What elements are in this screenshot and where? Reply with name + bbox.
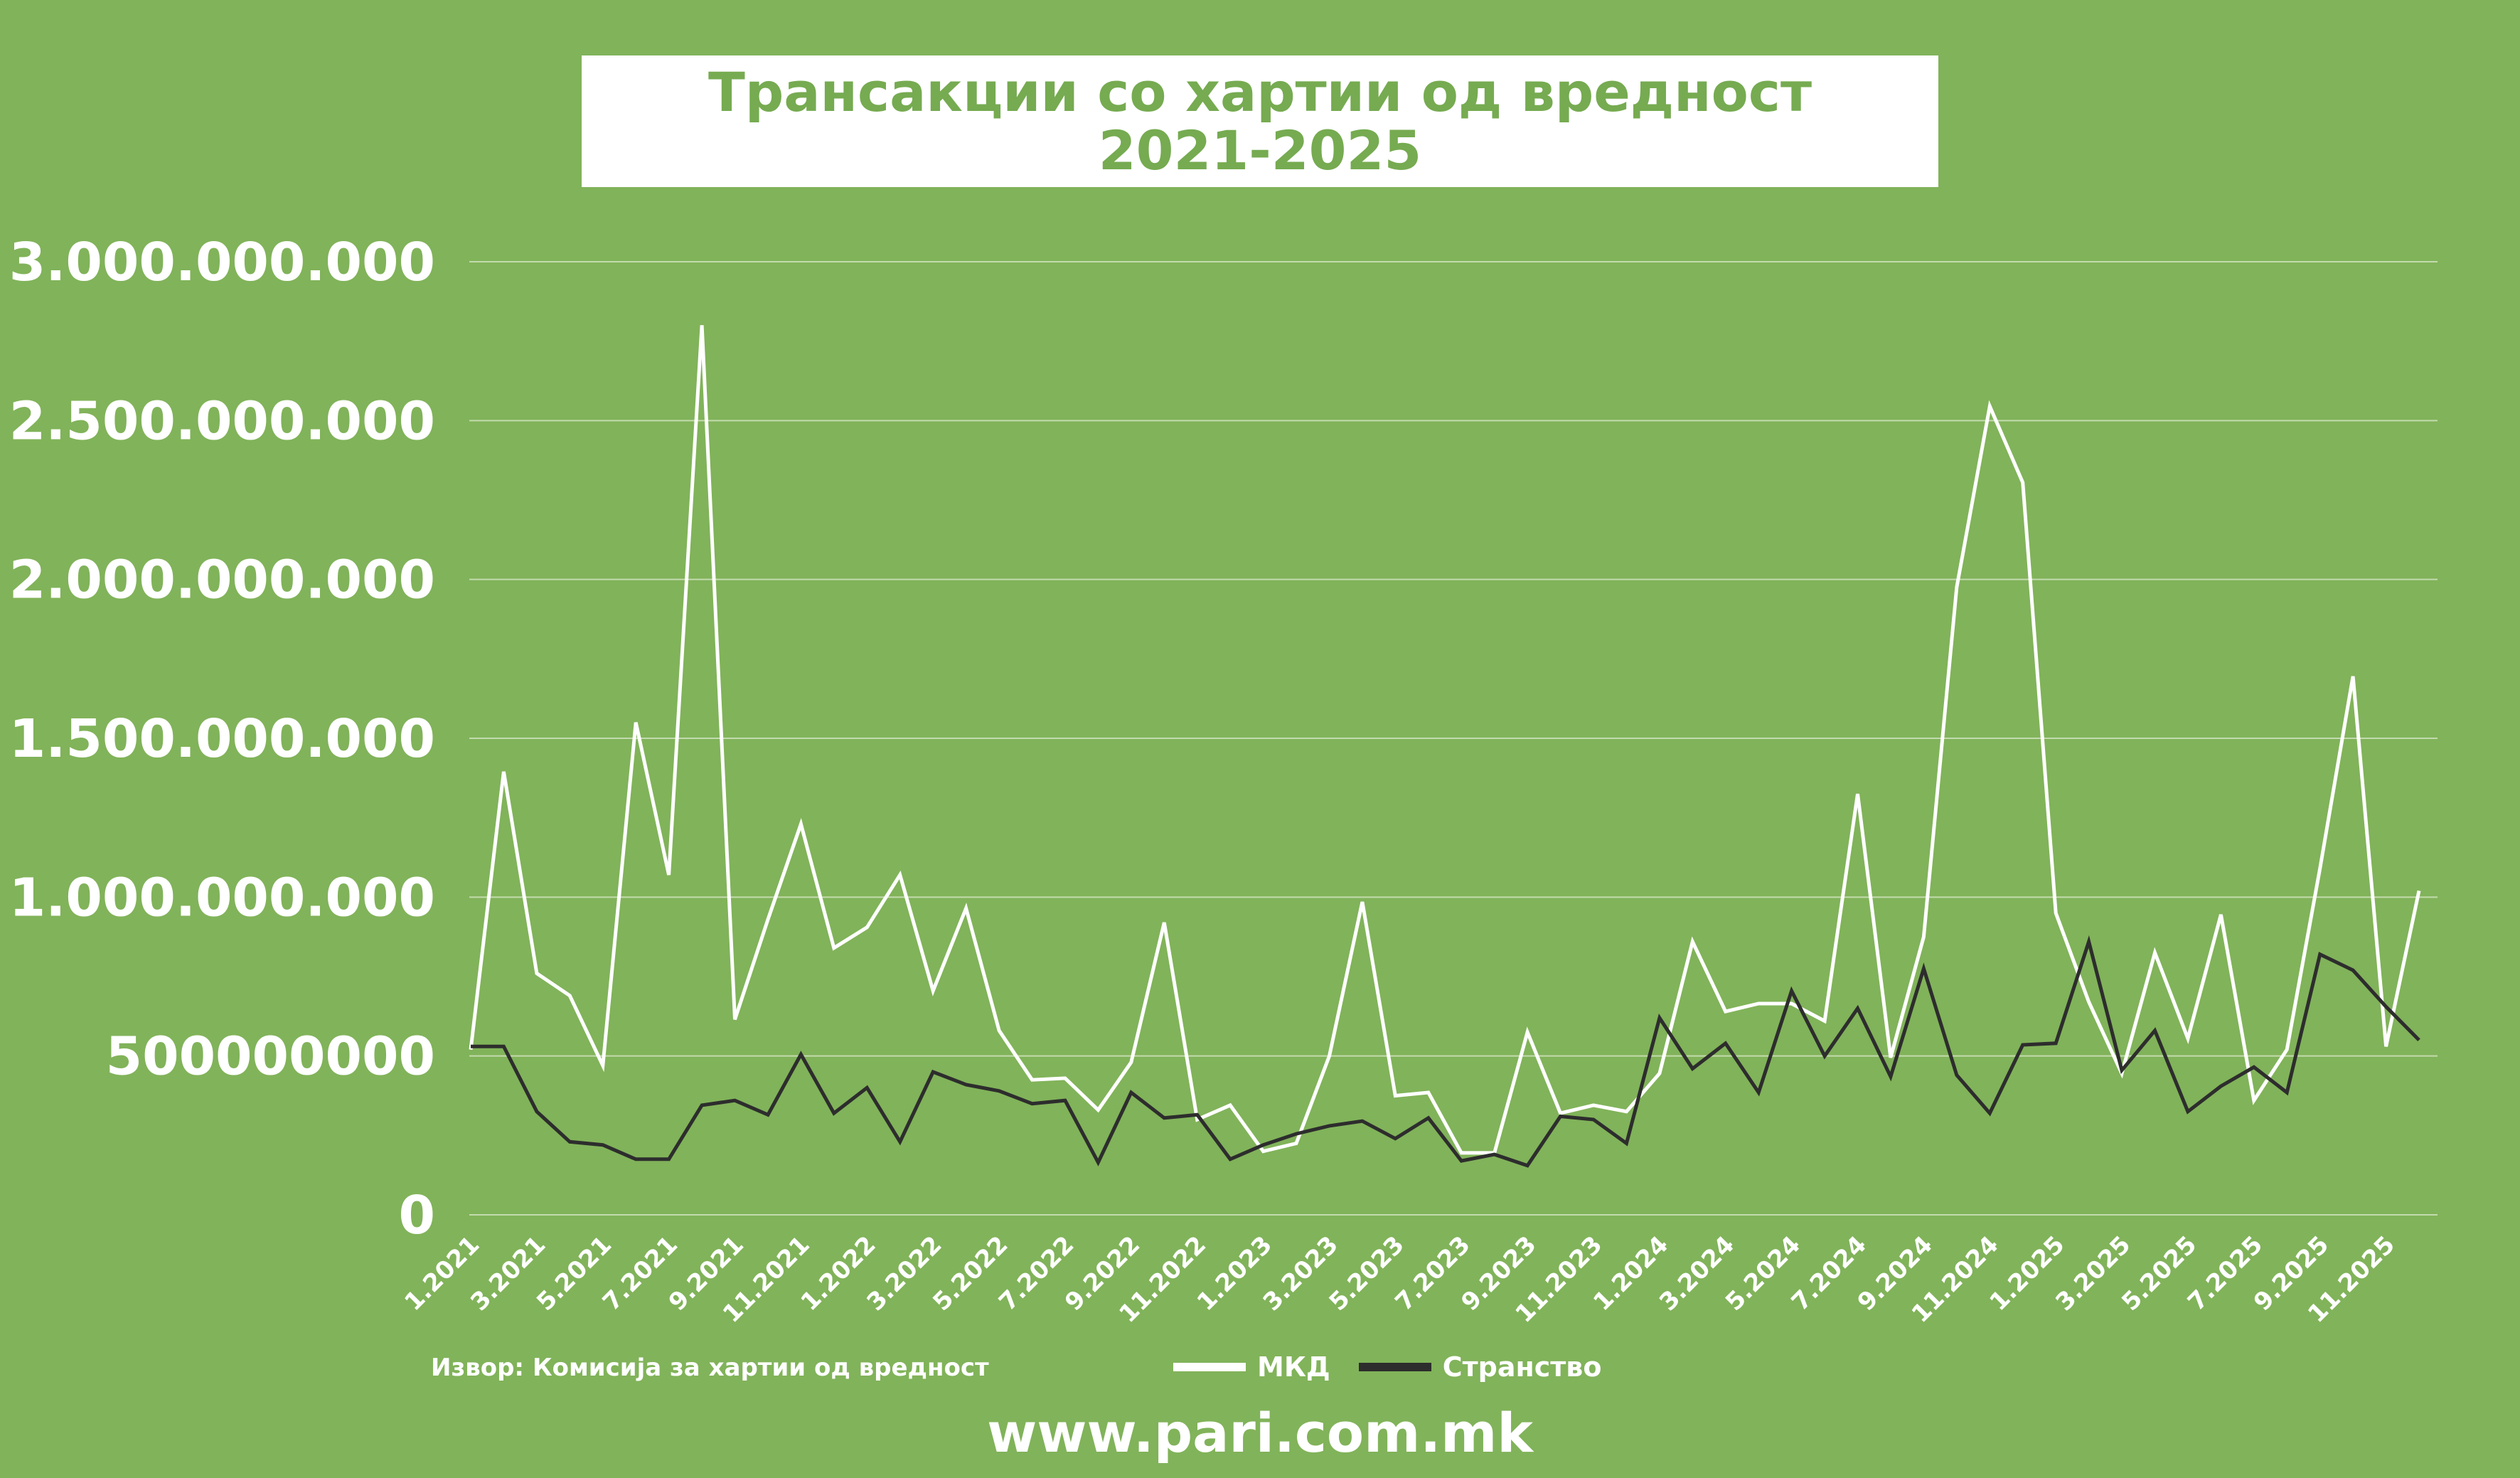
y-tick-label: 3.000.000.000 — [9, 232, 435, 293]
legend-label-foreign: Странство — [1442, 1351, 1602, 1383]
x-axis-ticks: 1.20213.20215.20217.20219.202111.20211.2… — [399, 1230, 2401, 1329]
legend-swatch-mkd — [1173, 1363, 1246, 1371]
source-note: Извор: Комисија за хартии од вредност — [431, 1354, 989, 1382]
y-tick-label: 1.000.000.000 — [9, 867, 435, 928]
y-tick-label: 2.000.000.000 — [9, 550, 435, 611]
series-lines — [469, 325, 2421, 1168]
chart-title-box: Трансакции со хартии од вредност 2021-20… — [582, 55, 1938, 187]
website-url: www.pari.com.mk — [987, 1401, 1533, 1464]
y-axis-ticks: 3.000.000.000 2.500.000.000 2.000.000.000 1… — [9, 232, 435, 1246]
y-tick-label: 500000000 — [106, 1026, 435, 1088]
y-tick-label: 2.500.000.000 — [9, 390, 435, 452]
legend-item-foreign: Странство — [1358, 1351, 1602, 1383]
legend-label-mkd: МКД — [1257, 1351, 1330, 1383]
series-line-mkd — [469, 325, 2421, 1155]
legend-swatch-foreign — [1358, 1363, 1431, 1371]
chart-title: Трансакции со хартии од вредност — [708, 60, 1812, 124]
chart-subtitle: 2021-2025 — [1098, 118, 1422, 182]
legend-item-mkd: МКД — [1173, 1351, 1330, 1383]
legend: МКД Странство — [1173, 1351, 1630, 1383]
y-tick-label: 1.500.000.000 — [9, 708, 435, 770]
gridlines — [469, 261, 2438, 1216]
y-tick-label: 0 — [399, 1185, 436, 1246]
series-line-foreign — [471, 935, 2420, 1168]
